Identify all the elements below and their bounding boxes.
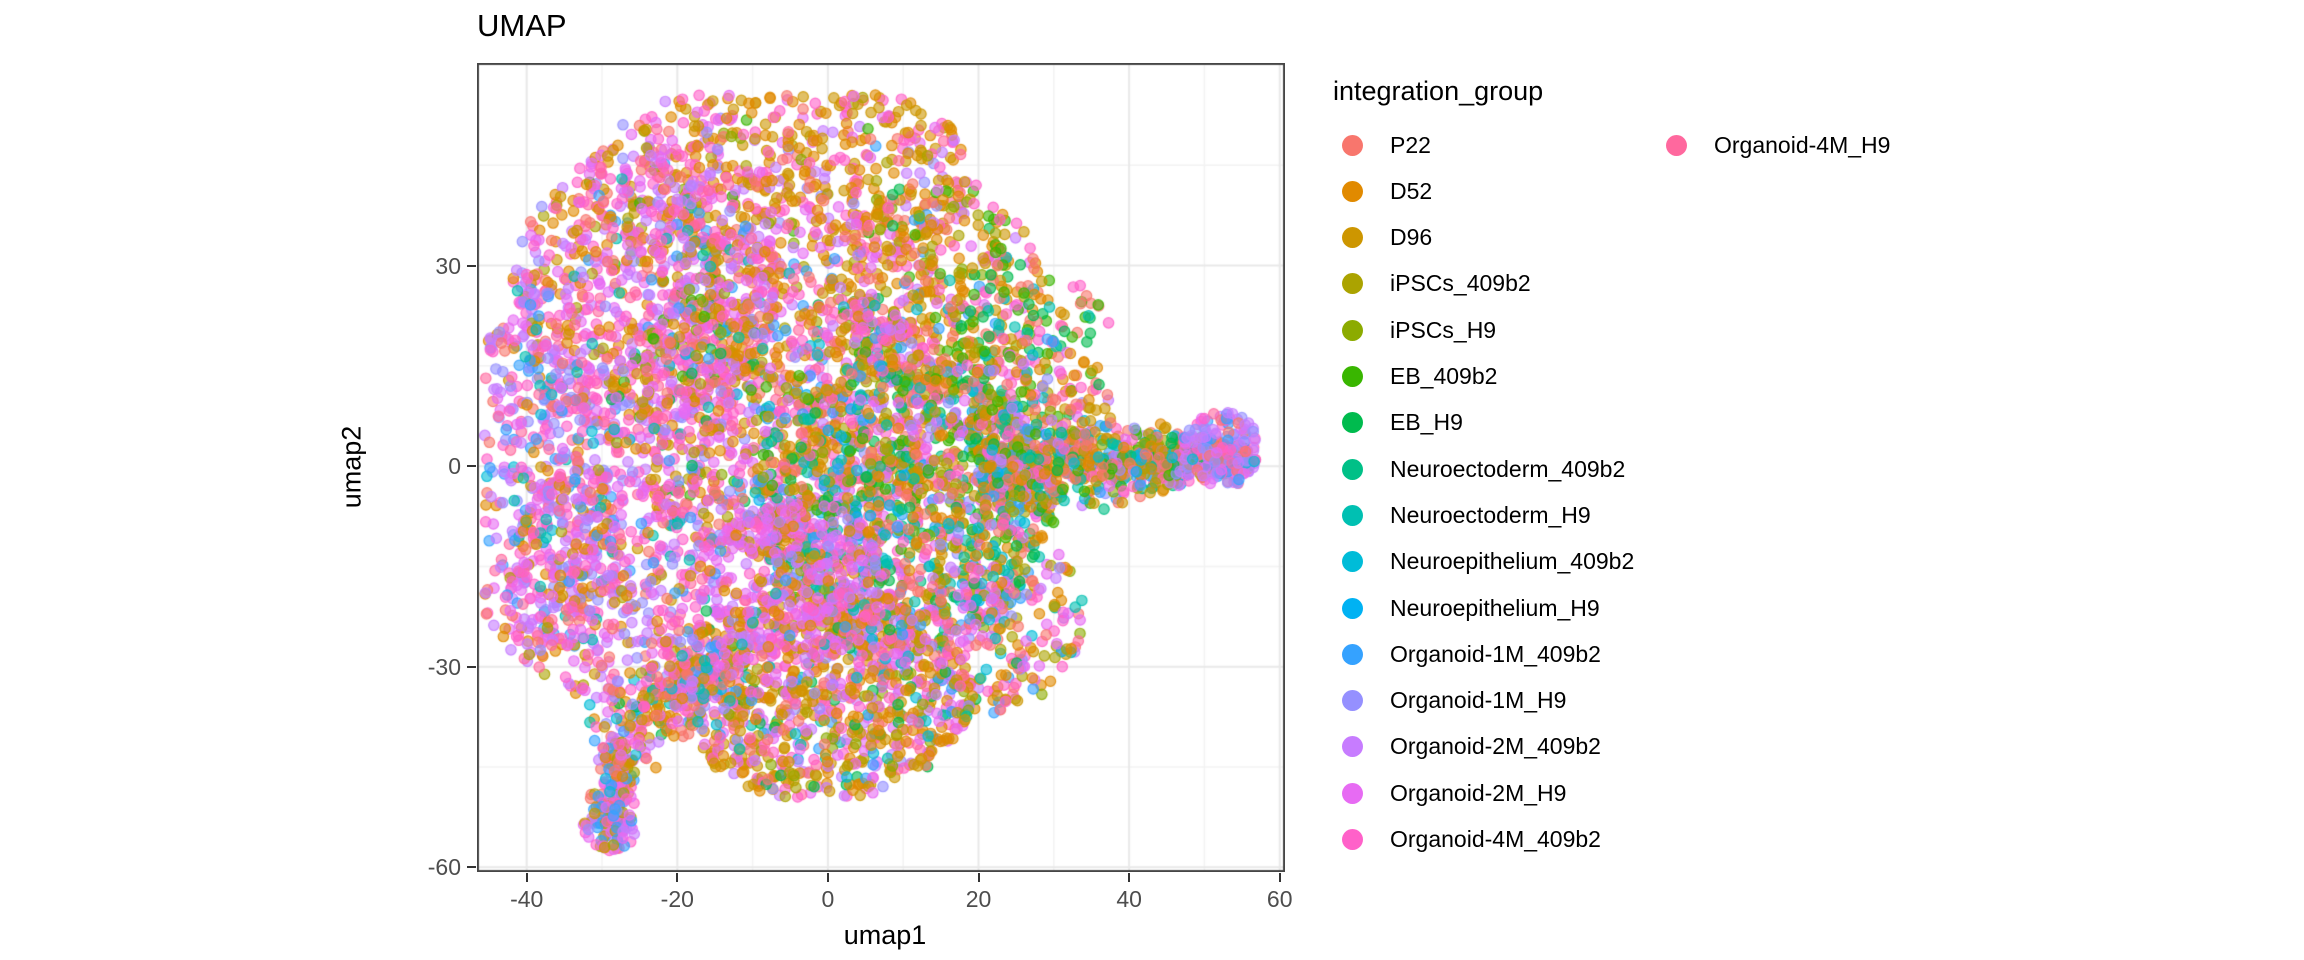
legend-item-label: D96 bbox=[1390, 224, 1433, 251]
y-tick-label: -30 bbox=[427, 653, 461, 680]
x-tick-label: 60 bbox=[1266, 886, 1293, 912]
legend-color-dot bbox=[1342, 597, 1363, 619]
legend-color-dot bbox=[1342, 412, 1363, 434]
legend-item-label: Organoid-1M_H9 bbox=[1390, 687, 1567, 714]
legend-item: iPSCs_H9 bbox=[1342, 307, 1496, 353]
legend-item: iPSCs_409b2 bbox=[1342, 261, 1531, 307]
legend-color-dot bbox=[1342, 829, 1363, 850]
legend-item-label: iPSCs_H9 bbox=[1390, 316, 1497, 343]
legend-item: Organoid-1M_H9 bbox=[1342, 678, 1566, 724]
legend-item: Neuroepithelium_409b2 bbox=[1342, 539, 1634, 585]
legend-color-dot bbox=[1342, 643, 1363, 665]
legend-item-label: iPSCs_409b2 bbox=[1390, 270, 1531, 297]
legend-color-dot bbox=[1342, 690, 1363, 712]
x-tick-mark bbox=[1128, 873, 1131, 882]
legend-color-dot bbox=[1342, 366, 1363, 387]
legend-item-label: EB_409b2 bbox=[1390, 363, 1498, 389]
legend-item-label: P22 bbox=[1390, 131, 1431, 158]
legend-item-label: D52 bbox=[1390, 177, 1433, 204]
y-tick-label: 0 bbox=[448, 453, 461, 480]
legend-color-dot bbox=[1342, 273, 1363, 295]
legend-item: Neuroepithelium_H9 bbox=[1342, 585, 1600, 631]
legend-color-dot bbox=[1342, 782, 1363, 804]
y-tick-label: -60 bbox=[427, 854, 461, 881]
y-tick-mark bbox=[467, 465, 476, 468]
y-tick-label: 30 bbox=[435, 252, 461, 279]
legend-item-label: Neuroectoderm_409b2 bbox=[1390, 455, 1626, 482]
legend-item-label: Neuroectoderm_H9 bbox=[1390, 501, 1591, 528]
x-tick-label: -40 bbox=[510, 886, 544, 912]
x-tick-label: 20 bbox=[965, 886, 992, 912]
legend-color-dot bbox=[1342, 504, 1363, 526]
legend-color-dot bbox=[1342, 319, 1363, 341]
x-tick-label: 40 bbox=[1116, 886, 1142, 912]
legend-item-label: EB_H9 bbox=[1390, 409, 1463, 436]
legend-item-label: Neuroepithelium_409b2 bbox=[1390, 548, 1635, 575]
legend-item-label: Neuroepithelium_H9 bbox=[1390, 594, 1600, 621]
legend-item-label: Organoid-4M_H9 bbox=[1714, 131, 1891, 158]
x-tick-mark bbox=[826, 873, 829, 882]
legend-item-label: Organoid-2M_H9 bbox=[1390, 779, 1567, 806]
x-axis-title: umap1 bbox=[843, 920, 927, 950]
x-tick-mark bbox=[525, 873, 528, 882]
legend-item: P22 bbox=[1342, 122, 1431, 168]
x-tick-mark bbox=[676, 873, 679, 882]
legend-color-dot bbox=[1666, 134, 1687, 156]
x-tick-mark bbox=[977, 873, 980, 882]
plot-title: UMAP bbox=[477, 8, 567, 43]
legend-item: Neuroectoderm_409b2 bbox=[1342, 446, 1625, 492]
x-tick-label: 0 bbox=[821, 886, 835, 912]
umap-scatter-canvas bbox=[477, 63, 1285, 872]
legend-color-dot bbox=[1342, 134, 1363, 156]
legend-item: Neuroectoderm_H9 bbox=[1342, 492, 1591, 538]
y-tick-mark bbox=[467, 866, 476, 869]
y-tick-mark bbox=[467, 665, 476, 668]
x-tick-mark bbox=[1278, 873, 1281, 882]
legend-color-dot bbox=[1342, 458, 1363, 480]
legend-item: Organoid-1M_409b2 bbox=[1342, 631, 1601, 677]
legend-item: Organoid-2M_H9 bbox=[1342, 770, 1566, 816]
legend-item: Organoid-4M_409b2 bbox=[1342, 817, 1601, 863]
legend-item: D96 bbox=[1342, 215, 1432, 261]
legend-item: Organoid-4M_H9 bbox=[1666, 122, 1890, 168]
legend-title: integration_group bbox=[1333, 76, 1544, 106]
legend-item-label: Organoid-4M_409b2 bbox=[1390, 826, 1601, 852]
legend-item-label: Organoid-1M_409b2 bbox=[1390, 640, 1601, 667]
legend-item: EB_409b2 bbox=[1342, 354, 1497, 400]
legend-item: EB_H9 bbox=[1342, 400, 1463, 446]
legend-color-dot bbox=[1342, 180, 1363, 202]
y-axis-title: umap2 bbox=[336, 425, 367, 509]
legend-color-dot bbox=[1342, 551, 1363, 573]
legend-item: D52 bbox=[1342, 168, 1432, 214]
legend-item-label: Organoid-2M_409b2 bbox=[1390, 733, 1601, 760]
x-tick-label: -20 bbox=[660, 886, 694, 912]
y-tick-mark bbox=[467, 264, 476, 267]
legend-color-dot bbox=[1342, 227, 1363, 249]
legend-color-dot bbox=[1342, 736, 1363, 758]
legend-item: Organoid-2M_409b2 bbox=[1342, 724, 1601, 770]
